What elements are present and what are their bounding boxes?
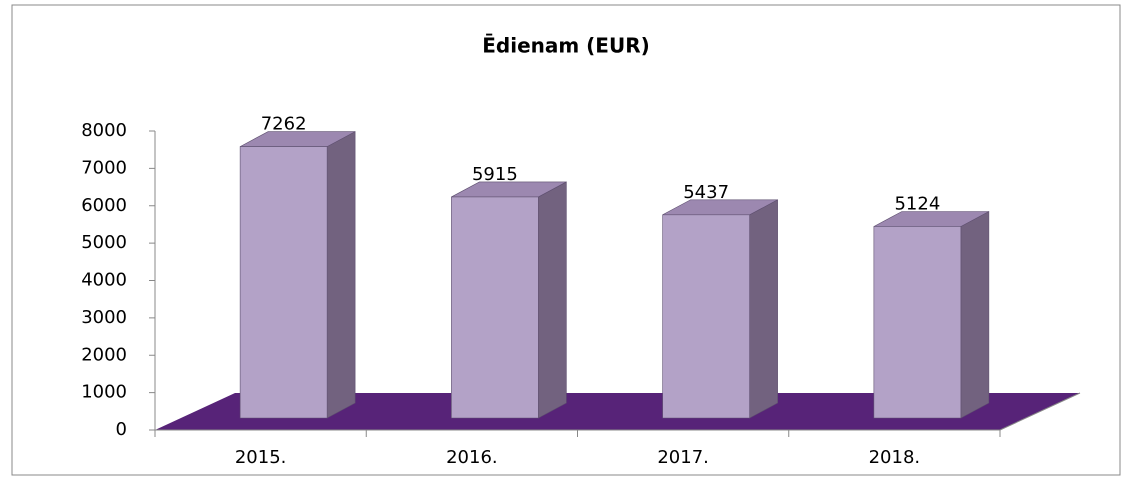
y-tick-label: 2000 bbox=[81, 344, 127, 365]
y-tick-label: 5000 bbox=[81, 232, 127, 253]
x-tick-label: 2015. bbox=[235, 447, 287, 468]
bar-side bbox=[326, 131, 356, 419]
floor bbox=[155, 393, 1080, 430]
bar-front bbox=[239, 146, 328, 419]
y-tick-label: 6000 bbox=[81, 195, 127, 216]
value-label: 5915 bbox=[472, 164, 518, 185]
y-tick-label: 3000 bbox=[81, 307, 127, 328]
y-tick-label: 1000 bbox=[81, 382, 127, 403]
x-tick-label: 2018. bbox=[869, 447, 921, 468]
x-axis-depth bbox=[999, 392, 1081, 431]
chart-title: Ēdienam (EUR) bbox=[482, 34, 650, 58]
bar bbox=[239, 131, 356, 419]
bar-side bbox=[538, 181, 567, 419]
chart-frame bbox=[11, 4, 1121, 476]
bar bbox=[873, 210, 990, 419]
bar bbox=[662, 199, 778, 419]
bar-front bbox=[451, 196, 539, 419]
y-tick-label: 4000 bbox=[81, 270, 127, 291]
bar-front bbox=[873, 226, 962, 419]
bar-side bbox=[960, 210, 990, 419]
value-label: 7262 bbox=[261, 114, 307, 135]
value-label: 5124 bbox=[894, 193, 940, 214]
value-label: 5437 bbox=[683, 182, 729, 203]
y-tick-label: 7000 bbox=[81, 157, 127, 178]
x-tick-label: 2017. bbox=[657, 447, 709, 468]
bar-front bbox=[662, 214, 750, 419]
y-tick-label: 8000 bbox=[81, 120, 127, 141]
bar-side bbox=[749, 199, 778, 419]
bar bbox=[451, 181, 567, 419]
y-tick-label: 0 bbox=[116, 419, 127, 440]
x-tick-label: 2016. bbox=[446, 447, 498, 468]
